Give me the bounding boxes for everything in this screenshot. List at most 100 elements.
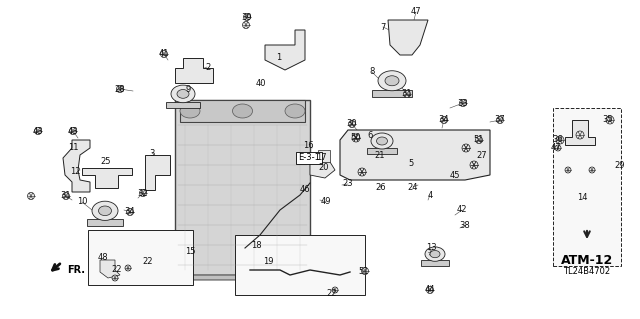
Text: 47: 47 — [411, 8, 421, 17]
Bar — [166, 101, 200, 108]
Text: 4: 4 — [428, 190, 433, 199]
Circle shape — [140, 189, 147, 197]
Text: 22: 22 — [112, 265, 122, 275]
Text: 22: 22 — [327, 288, 337, 298]
Circle shape — [565, 167, 571, 173]
Circle shape — [497, 116, 504, 123]
Ellipse shape — [376, 137, 387, 145]
Text: 31: 31 — [402, 90, 412, 99]
Text: 45: 45 — [450, 170, 460, 180]
Text: 5: 5 — [408, 159, 413, 167]
Text: 39: 39 — [242, 12, 252, 21]
Text: 21: 21 — [375, 151, 385, 160]
Circle shape — [243, 13, 250, 20]
Text: 23: 23 — [342, 180, 353, 189]
Text: 27: 27 — [477, 151, 487, 160]
Text: 24: 24 — [408, 182, 419, 191]
Ellipse shape — [171, 85, 195, 103]
Circle shape — [470, 161, 478, 169]
Circle shape — [556, 136, 564, 144]
Circle shape — [63, 192, 70, 199]
Text: 10: 10 — [77, 197, 87, 206]
Text: 28: 28 — [115, 85, 125, 93]
Text: 43: 43 — [68, 127, 78, 136]
Text: 46: 46 — [300, 186, 310, 195]
Circle shape — [470, 161, 477, 168]
Ellipse shape — [371, 133, 393, 149]
Polygon shape — [340, 130, 490, 180]
Text: 14: 14 — [577, 192, 588, 202]
Bar — [367, 148, 397, 154]
Text: 9: 9 — [186, 85, 191, 94]
Text: 17: 17 — [316, 153, 326, 162]
Ellipse shape — [385, 76, 399, 86]
Polygon shape — [310, 162, 335, 178]
Text: 20: 20 — [319, 162, 329, 172]
Circle shape — [349, 121, 355, 128]
Text: 15: 15 — [185, 248, 195, 256]
Text: 6: 6 — [367, 130, 372, 139]
Circle shape — [476, 137, 483, 144]
Polygon shape — [82, 168, 132, 188]
Polygon shape — [175, 58, 213, 83]
Text: 43: 43 — [33, 127, 44, 136]
Text: 1: 1 — [276, 53, 282, 62]
Bar — [175, 100, 310, 275]
Text: 44: 44 — [425, 286, 435, 294]
Polygon shape — [63, 140, 90, 192]
Bar — [235, 235, 365, 295]
Ellipse shape — [177, 90, 189, 98]
Circle shape — [332, 287, 338, 293]
Circle shape — [462, 144, 470, 152]
Text: 12: 12 — [70, 167, 80, 175]
Circle shape — [161, 50, 168, 57]
Circle shape — [463, 145, 470, 152]
Circle shape — [35, 128, 42, 135]
Text: 48: 48 — [98, 253, 108, 262]
Circle shape — [353, 135, 360, 142]
Text: 29: 29 — [615, 160, 625, 169]
Circle shape — [70, 128, 77, 135]
Text: 51: 51 — [474, 136, 484, 145]
Polygon shape — [265, 30, 305, 70]
Ellipse shape — [378, 71, 406, 91]
Text: 3: 3 — [149, 149, 155, 158]
Circle shape — [426, 286, 433, 293]
Circle shape — [460, 100, 467, 107]
Text: 30: 30 — [347, 120, 357, 129]
Circle shape — [358, 168, 366, 176]
Text: 32: 32 — [138, 189, 148, 197]
Circle shape — [576, 131, 584, 139]
Text: 50: 50 — [351, 133, 361, 143]
Circle shape — [555, 145, 561, 151]
Text: 26: 26 — [376, 183, 387, 192]
Ellipse shape — [430, 250, 440, 258]
Bar — [87, 219, 123, 226]
Circle shape — [606, 116, 614, 124]
Ellipse shape — [180, 104, 200, 118]
Text: 13: 13 — [426, 243, 436, 253]
Text: 2: 2 — [205, 63, 211, 71]
Polygon shape — [145, 155, 170, 190]
Bar — [180, 100, 305, 122]
Circle shape — [362, 268, 369, 275]
Bar — [88, 230, 193, 285]
Polygon shape — [100, 260, 120, 278]
Text: 34: 34 — [438, 115, 449, 124]
Text: 35: 35 — [603, 115, 613, 124]
Text: 18: 18 — [251, 241, 261, 249]
Text: 8: 8 — [369, 68, 374, 77]
Text: E-3-1: E-3-1 — [298, 153, 320, 162]
Text: 38: 38 — [460, 220, 470, 229]
Text: 41: 41 — [159, 49, 169, 58]
Ellipse shape — [99, 206, 111, 216]
Text: 49: 49 — [321, 197, 332, 206]
Ellipse shape — [285, 104, 305, 118]
Text: 22: 22 — [143, 256, 153, 265]
Circle shape — [440, 116, 447, 123]
Text: 37: 37 — [495, 115, 506, 124]
Ellipse shape — [92, 201, 118, 220]
Polygon shape — [180, 275, 305, 280]
Circle shape — [358, 168, 365, 175]
Text: 47: 47 — [550, 144, 561, 152]
